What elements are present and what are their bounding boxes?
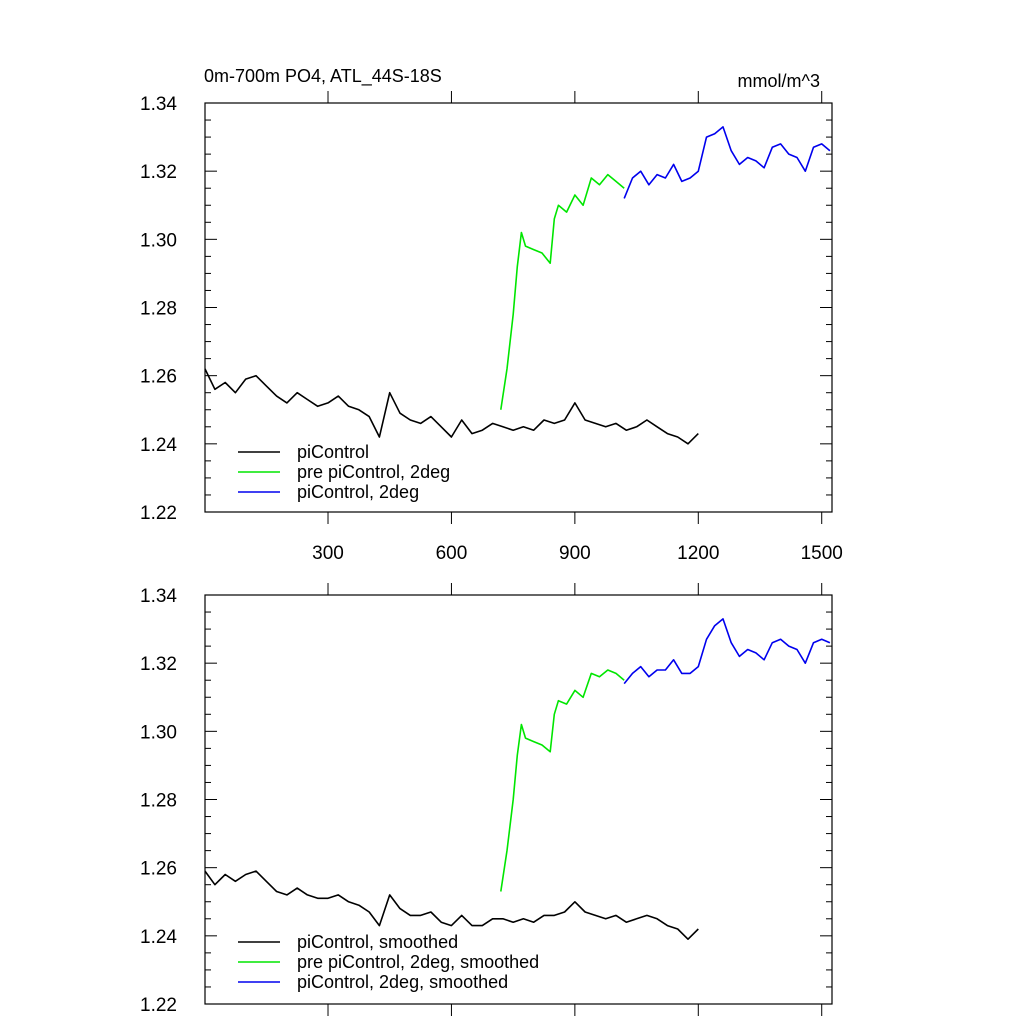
y-tick-label: 1.34 bbox=[140, 94, 177, 115]
x-tick-label: 600 bbox=[436, 543, 468, 564]
y-tick-label: 1.32 bbox=[140, 162, 177, 183]
y-tick-label: 1.30 bbox=[140, 230, 177, 251]
y-tick-label: 1.34 bbox=[140, 586, 177, 607]
y-tick-label: 1.24 bbox=[140, 435, 177, 456]
legend-label: pre piControl, 2deg bbox=[297, 462, 450, 482]
y-tick-label: 1.22 bbox=[140, 995, 177, 1016]
y-tick-label: 1.32 bbox=[140, 654, 177, 675]
legend-label: piControl bbox=[297, 442, 369, 462]
legend-label: piControl, 2deg bbox=[297, 482, 419, 502]
series-line bbox=[623, 618, 831, 685]
legend-label: piControl, 2deg, smoothed bbox=[297, 972, 508, 992]
y-tick-label: 1.26 bbox=[140, 367, 177, 388]
series-line bbox=[204, 870, 699, 941]
series-line bbox=[500, 669, 625, 892]
y-tick-label: 1.28 bbox=[140, 791, 177, 812]
chart-title: 0m-700m PO4, ATL_44S-18S bbox=[204, 66, 442, 87]
series-line bbox=[623, 126, 831, 199]
x-tick-label: 900 bbox=[559, 543, 591, 564]
y-tick-label: 1.28 bbox=[140, 299, 177, 320]
units-label: mmol/m^3 bbox=[738, 71, 820, 91]
x-tick-label: 1500 bbox=[801, 543, 843, 564]
y-tick-label: 1.26 bbox=[140, 859, 177, 880]
series-line bbox=[204, 368, 699, 445]
bottom-panel: 1.22 1.24 1.26 1.28 1.30 1.32 1.34 piControl, s… bbox=[140, 583, 833, 1016]
legend-label: piControl, smoothed bbox=[297, 932, 458, 952]
top-panel: 1.22 1.24 1.26 1.28 1.30 1.32 1.34 300 600 900 120… bbox=[140, 91, 843, 564]
series-line bbox=[500, 173, 625, 410]
legend-label: pre piControl, 2deg, smoothed bbox=[297, 952, 539, 972]
x-tick-label: 1200 bbox=[677, 543, 719, 564]
y-tick-label: 1.24 bbox=[140, 927, 177, 948]
x-tick-label: 300 bbox=[312, 543, 344, 564]
y-tick-label: 1.22 bbox=[140, 503, 177, 524]
y-tick-label: 1.30 bbox=[140, 722, 177, 743]
